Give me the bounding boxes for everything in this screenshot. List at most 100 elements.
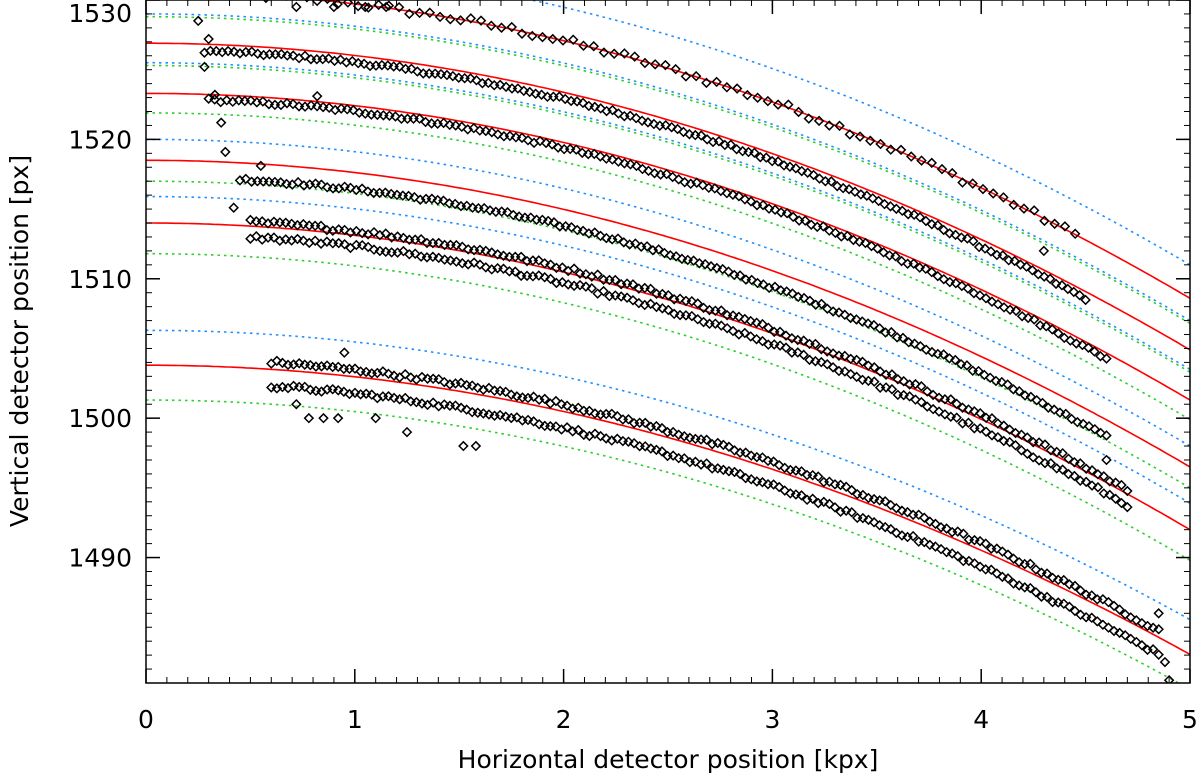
- data-point-s5-0-65: [628, 437, 640, 449]
- data-point-s4-0-119: [945, 411, 957, 422]
- data-point-s0-0-65: [865, 135, 876, 147]
- data-point-s4-1-46: [515, 251, 527, 263]
- data-point-s4-0-66: [633, 297, 645, 309]
- data-point-s3-0-43: [484, 205, 496, 216]
- data-point-s4-1-123: [969, 406, 980, 417]
- data-point-s5-1-144: [1069, 580, 1081, 592]
- data-point-s5-0-99: [818, 496, 830, 508]
- outlier-point-20: [1153, 608, 1164, 619]
- data-point-s5-0-113: [896, 530, 908, 541]
- data-point-s2-0-82: [697, 179, 709, 191]
- data-point-s4-1-7: [286, 218, 297, 230]
- data-point-s5-1-10: [321, 360, 333, 371]
- data-point-s1-0-15: [287, 50, 299, 61]
- data-point-s4-1-97: [816, 343, 827, 355]
- data-point-s4-0-104: [857, 374, 868, 386]
- data-point-s4-0-68: [645, 298, 656, 310]
- x-tick-label: 4: [973, 705, 989, 734]
- data-point-s3-0-129: [984, 372, 996, 383]
- data-point-s2-0-57: [546, 139, 558, 150]
- data-point-s4-1-109: [886, 369, 898, 380]
- data-point-s1-0-21: [323, 53, 334, 64]
- data-point-s5-1-79: [706, 438, 718, 450]
- data-point-s4-0-145: [1098, 488, 1110, 499]
- data-point-s0-0-84: [1059, 221, 1071, 232]
- data-point-s1-0-80: [672, 123, 683, 135]
- data-point-s5-0-104: [846, 506, 857, 518]
- fit-curves-layer: [146, 0, 1190, 683]
- data-point-s2-0-61: [570, 144, 582, 155]
- data-point-s4-0-51: [545, 273, 556, 285]
- data-point-s5-1-62: [612, 410, 623, 422]
- data-point-s5-1-155: [1131, 615, 1142, 626]
- data-point-s3-0-25: [380, 187, 391, 198]
- data-point-s5-0-64: [623, 436, 634, 447]
- data-point-s2-0-145: [1077, 339, 1088, 351]
- data-point-s5-0-133: [1008, 578, 1019, 589]
- lower-bound-curve-0: [146, 15, 1190, 325]
- data-point-s5-0-39: [483, 409, 495, 420]
- data-point-s5-0-21: [383, 390, 394, 402]
- data-point-s4-0-94: [798, 349, 809, 361]
- data-point-s4-0-64: [621, 292, 633, 303]
- data-point-s2-0-7: [245, 95, 257, 106]
- data-point-s4-1-144: [1092, 469, 1104, 480]
- data-point-s3-0-130: [990, 375, 1002, 387]
- outlier-point-15: [401, 426, 413, 438]
- data-point-s4-0-71: [663, 304, 674, 316]
- data-point-s1-0-104: [814, 173, 825, 184]
- data-point-s1-0-120: [908, 209, 920, 220]
- data-point-s4-1-102: [845, 353, 856, 365]
- data-point-s3-0-76: [676, 253, 688, 265]
- data-point-s5-0-47: [528, 416, 539, 427]
- data-point-s5-0-101: [829, 502, 841, 513]
- data-point-s5-0-106: [857, 512, 869, 524]
- data-point-s1-0-131: [973, 241, 985, 253]
- data-point-s3-0-20: [351, 184, 362, 196]
- outlier-point-3: [209, 89, 221, 101]
- data-point-s2-0-9: [257, 96, 269, 107]
- data-point-s1-0-84: [695, 130, 707, 141]
- data-point-s1-0-79: [666, 121, 677, 133]
- data-point-s5-1-147: [1086, 590, 1097, 601]
- data-point-s4-1-119: [945, 394, 957, 405]
- data-point-s2-0-128: [974, 290, 986, 301]
- data-point-s2-0-100: [805, 219, 817, 230]
- data-point-s5-0-61: [606, 435, 617, 446]
- y-tick-label: 1520: [68, 125, 132, 154]
- data-point-s4-0-97: [816, 356, 827, 368]
- data-point-s3-0-75: [670, 251, 682, 262]
- data-point-s0-0-83: [1049, 218, 1060, 230]
- data-point-s3-0-48: [513, 211, 525, 222]
- data-point-s4-0-21: [368, 244, 380, 255]
- data-point-s4-1-35: [451, 239, 462, 251]
- data-point-s5-1-150: [1103, 596, 1114, 608]
- data-point-s2-0-122: [938, 273, 950, 285]
- data-point-s5-1-86: [745, 450, 757, 461]
- data-point-s1-0-78: [660, 120, 671, 131]
- data-point-s4-0-144: [1092, 482, 1104, 493]
- data-point-s5-1-127: [974, 535, 986, 547]
- data-point-s5-0-129: [985, 564, 997, 576]
- data-point-s1-0-114: [873, 195, 884, 207]
- data-point-s4-1-132: [1022, 432, 1033, 443]
- data-point-s1-0-90: [731, 144, 742, 155]
- data-point-s1-0-101: [796, 165, 808, 177]
- data-point-s0-0-49: [701, 77, 712, 89]
- data-point-s3-0-92: [769, 281, 781, 293]
- data-point-s5-0-149: [1097, 619, 1109, 631]
- data-point-s2-0-117: [908, 258, 919, 269]
- data-point-s5-1-92: [779, 462, 791, 474]
- data-point-s4-1-84: [739, 313, 751, 325]
- data-point-s5-1-78: [701, 434, 712, 446]
- data-point-s4-0-25: [392, 247, 403, 258]
- lower-bound-curve-2: [146, 112, 1190, 421]
- data-point-s2-0-126: [962, 283, 974, 294]
- data-point-s2-0-18: [311, 101, 323, 112]
- data-point-s1-0-42: [447, 70, 459, 82]
- data-point-s0-0-11: [311, 0, 323, 7]
- data-point-s2-0-81: [691, 177, 702, 188]
- data-point-s0-0-21: [414, 7, 425, 19]
- data-point-s2-0-10: [263, 98, 275, 110]
- data-point-s3-0-119: [926, 346, 938, 358]
